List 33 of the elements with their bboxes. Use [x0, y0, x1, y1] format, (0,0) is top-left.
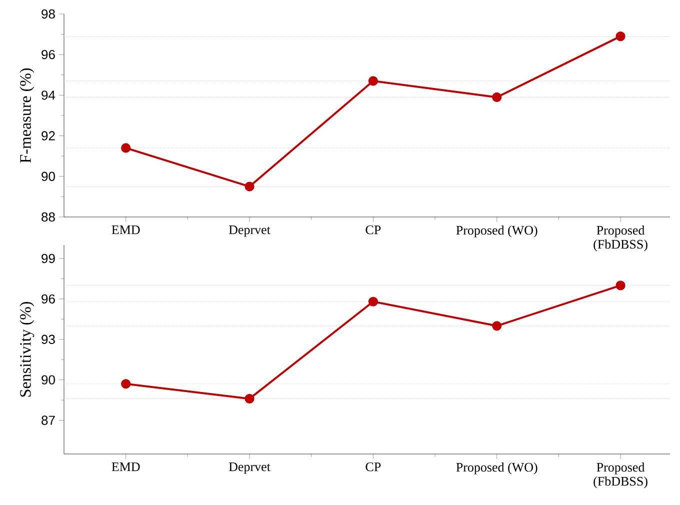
- y-tick-label: 90: [42, 172, 55, 181]
- y-axis-title: Sensitivity (%): [20, 302, 34, 397]
- x-tick-label: EMD: [112, 462, 140, 472]
- x-tick-label: Proposed (FbDBSS): [594, 462, 648, 488]
- x-tick-label: Proposed (FbDBSS): [594, 226, 648, 252]
- point: [616, 32, 626, 42]
- y-tick-label: 92: [42, 131, 55, 140]
- point: [492, 321, 502, 331]
- x-tick-label: CP: [366, 462, 381, 472]
- x-tick-label: EMD: [112, 226, 140, 234]
- y-tick-label: 98: [42, 9, 55, 19]
- y-tick-label: 96: [42, 50, 55, 60]
- x-tick-label: Deprvet: [228, 462, 270, 474]
- x-tick-label: Proposed (WO): [456, 226, 538, 238]
- y-tick-label: 96: [42, 294, 55, 304]
- point: [244, 394, 254, 404]
- point: [244, 182, 254, 192]
- y-tick-label: 87: [42, 416, 55, 425]
- point: [368, 296, 378, 306]
- y-tick-label: 99: [42, 254, 55, 264]
- y-tick-label: 90: [42, 375, 55, 384]
- x-tick-label: Proposed (WO): [456, 462, 538, 474]
- x-tick-label: CP: [366, 226, 381, 234]
- point: [121, 143, 131, 153]
- y-tick-label: 93: [42, 334, 55, 344]
- y-axis-title: F-measure (%): [20, 68, 34, 163]
- point: [616, 280, 626, 290]
- point: [492, 92, 502, 102]
- point: [368, 76, 378, 86]
- point: [121, 379, 131, 389]
- y-tick-label: 94: [42, 90, 56, 100]
- x-tick-label: Deprvet: [228, 226, 270, 237]
- y-tick-label: 88: [42, 212, 55, 222]
